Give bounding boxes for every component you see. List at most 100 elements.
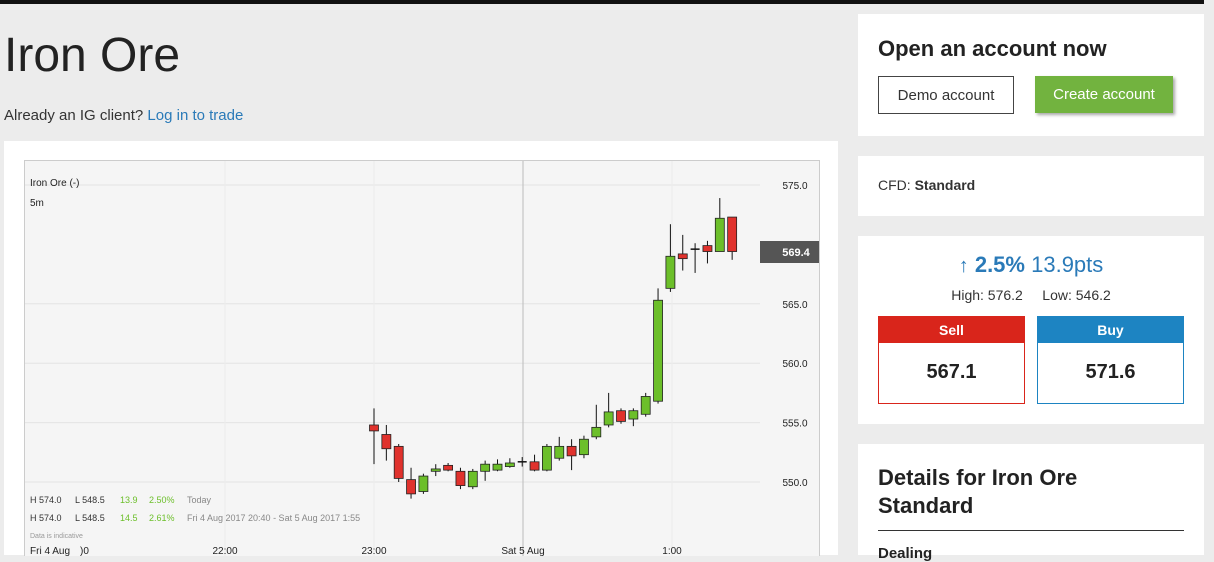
stats-pct: 2.50% (149, 495, 175, 505)
chart-card: 569.4 575.0 565.0 560.0 555.0 550.0 Iron Ore… (4, 141, 838, 557)
candle[interactable] (529, 454, 540, 472)
candle-body (603, 411, 614, 426)
low-value: Low: 546.2 (1042, 287, 1111, 303)
open-account-panel: Open an account now Demo account Create … (858, 14, 1204, 136)
candle[interactable] (542, 443, 552, 472)
candle-body (418, 475, 429, 492)
sell-price: 567.1 (926, 361, 977, 383)
stats-period: Fri 4 Aug 2017 20:40 - Sat 5 Aug 2017 1:… (187, 513, 360, 523)
candlestick-chart[interactable]: 569.4 575.0 565.0 560.0 555.0 550.0 Iron Ore… (25, 161, 819, 557)
candle-body (591, 426, 602, 438)
change-percent: 2.5% (974, 252, 1025, 277)
stats-change: 13.9 (120, 495, 138, 505)
buy-label: Buy (1038, 317, 1183, 343)
price-chart[interactable]: 569.4 575.0 565.0 560.0 555.0 550.0 Iron Ore… (24, 160, 820, 557)
candle-body (653, 299, 663, 402)
candle-body (665, 255, 676, 289)
open-account-title: Open an account now (878, 36, 1107, 61)
candle[interactable] (504, 458, 515, 468)
candle[interactable] (369, 408, 379, 465)
candle[interactable] (418, 473, 429, 494)
candle[interactable] (653, 288, 663, 404)
candle-body (393, 445, 404, 479)
high-value: High: 576.2 (951, 287, 1023, 303)
stats-pct: 2.61% (149, 513, 175, 523)
candle-body (702, 245, 713, 252)
demo-account-button[interactable]: Demo account (878, 76, 1014, 114)
candle[interactable] (616, 408, 626, 424)
details-title: Details for Iron Ore Standard (878, 465, 1078, 518)
create-account-button[interactable]: Create account (1035, 76, 1173, 113)
candle-body (467, 470, 478, 488)
candle[interactable] (603, 392, 614, 428)
market-panel: ↑ 2.5% 13.9pts High: 576.2 Low: 546.2 Se… (858, 236, 1204, 424)
candle[interactable] (690, 243, 700, 273)
cfd-value: Standard (914, 177, 976, 193)
candle[interactable] (640, 392, 651, 417)
candle[interactable] (628, 408, 639, 427)
candle-body (616, 410, 626, 422)
login-link[interactable]: Log in to trade (147, 107, 244, 124)
candle-body (406, 479, 416, 495)
candle-body (443, 464, 454, 471)
x-tick-label: Fri 4 Aug (30, 546, 70, 556)
candle[interactable] (517, 457, 527, 467)
cfd-type: CFD: Standard (878, 177, 975, 193)
x-tick-label: 23:00 (361, 546, 386, 556)
candle-body (579, 438, 589, 456)
buy-price: 571.6 (1085, 361, 1136, 383)
candle[interactable] (430, 464, 441, 477)
current-price-marker (760, 241, 819, 263)
candle-body (628, 410, 639, 420)
candle[interactable] (467, 468, 478, 490)
candle-body (455, 470, 466, 486)
candle-body (504, 462, 515, 467)
stats-high: H 574.0 (30, 495, 62, 505)
sell-button[interactable]: Sell 567.1 (878, 316, 1025, 404)
y-tick-label: 550.0 (782, 478, 807, 489)
candle[interactable] (406, 467, 416, 499)
candle[interactable] (492, 459, 503, 472)
login-prompt: Already an IG client? (4, 107, 144, 124)
x-tick-label: 22:00 (212, 546, 237, 556)
candle-body (430, 468, 441, 472)
chart-footnote: Data is indicative (30, 533, 83, 540)
candle[interactable] (591, 404, 602, 440)
details-divider (878, 530, 1184, 531)
change-points: 13.9pts (1031, 252, 1104, 277)
current-price-label: 569.4 (782, 247, 810, 259)
high-low: High: 576.2 Low: 546.2 (858, 287, 1204, 303)
candle-body (369, 424, 379, 432)
stats-low: L 548.5 (75, 495, 105, 505)
candle[interactable] (702, 240, 713, 264)
candle-body (554, 445, 565, 459)
candle[interactable] (554, 436, 565, 461)
candle[interactable] (579, 435, 589, 459)
candle[interactable] (381, 424, 392, 461)
candle[interactable] (665, 224, 676, 292)
candle[interactable] (714, 198, 725, 252)
candle[interactable] (393, 443, 404, 482)
candle[interactable] (480, 460, 491, 481)
candle[interactable] (566, 439, 577, 471)
sell-label: Sell (879, 317, 1024, 343)
y-tick-label: 555.0 (782, 419, 807, 430)
candle[interactable] (455, 467, 466, 490)
candle-body (714, 217, 725, 252)
candle[interactable] (727, 216, 738, 260)
login-line: Already an IG client? Log in to trade (4, 107, 243, 124)
candle-body (727, 216, 738, 252)
details-panel: Details for Iron Ore Standard Dealing (858, 444, 1204, 562)
candle-body (542, 445, 552, 471)
top-bar (0, 0, 1204, 4)
candle-body (640, 396, 651, 415)
candle[interactable] (443, 462, 454, 472)
stats-low: L 548.5 (75, 513, 105, 523)
candle-body (677, 253, 688, 260)
buy-button[interactable]: Buy 571.6 (1037, 316, 1184, 404)
candle[interactable] (677, 234, 688, 271)
page-title: Iron Ore (4, 29, 181, 82)
x-tick-label: 1:00 (662, 546, 682, 556)
cfd-label: CFD: (878, 177, 911, 193)
candle-body (381, 434, 392, 450)
